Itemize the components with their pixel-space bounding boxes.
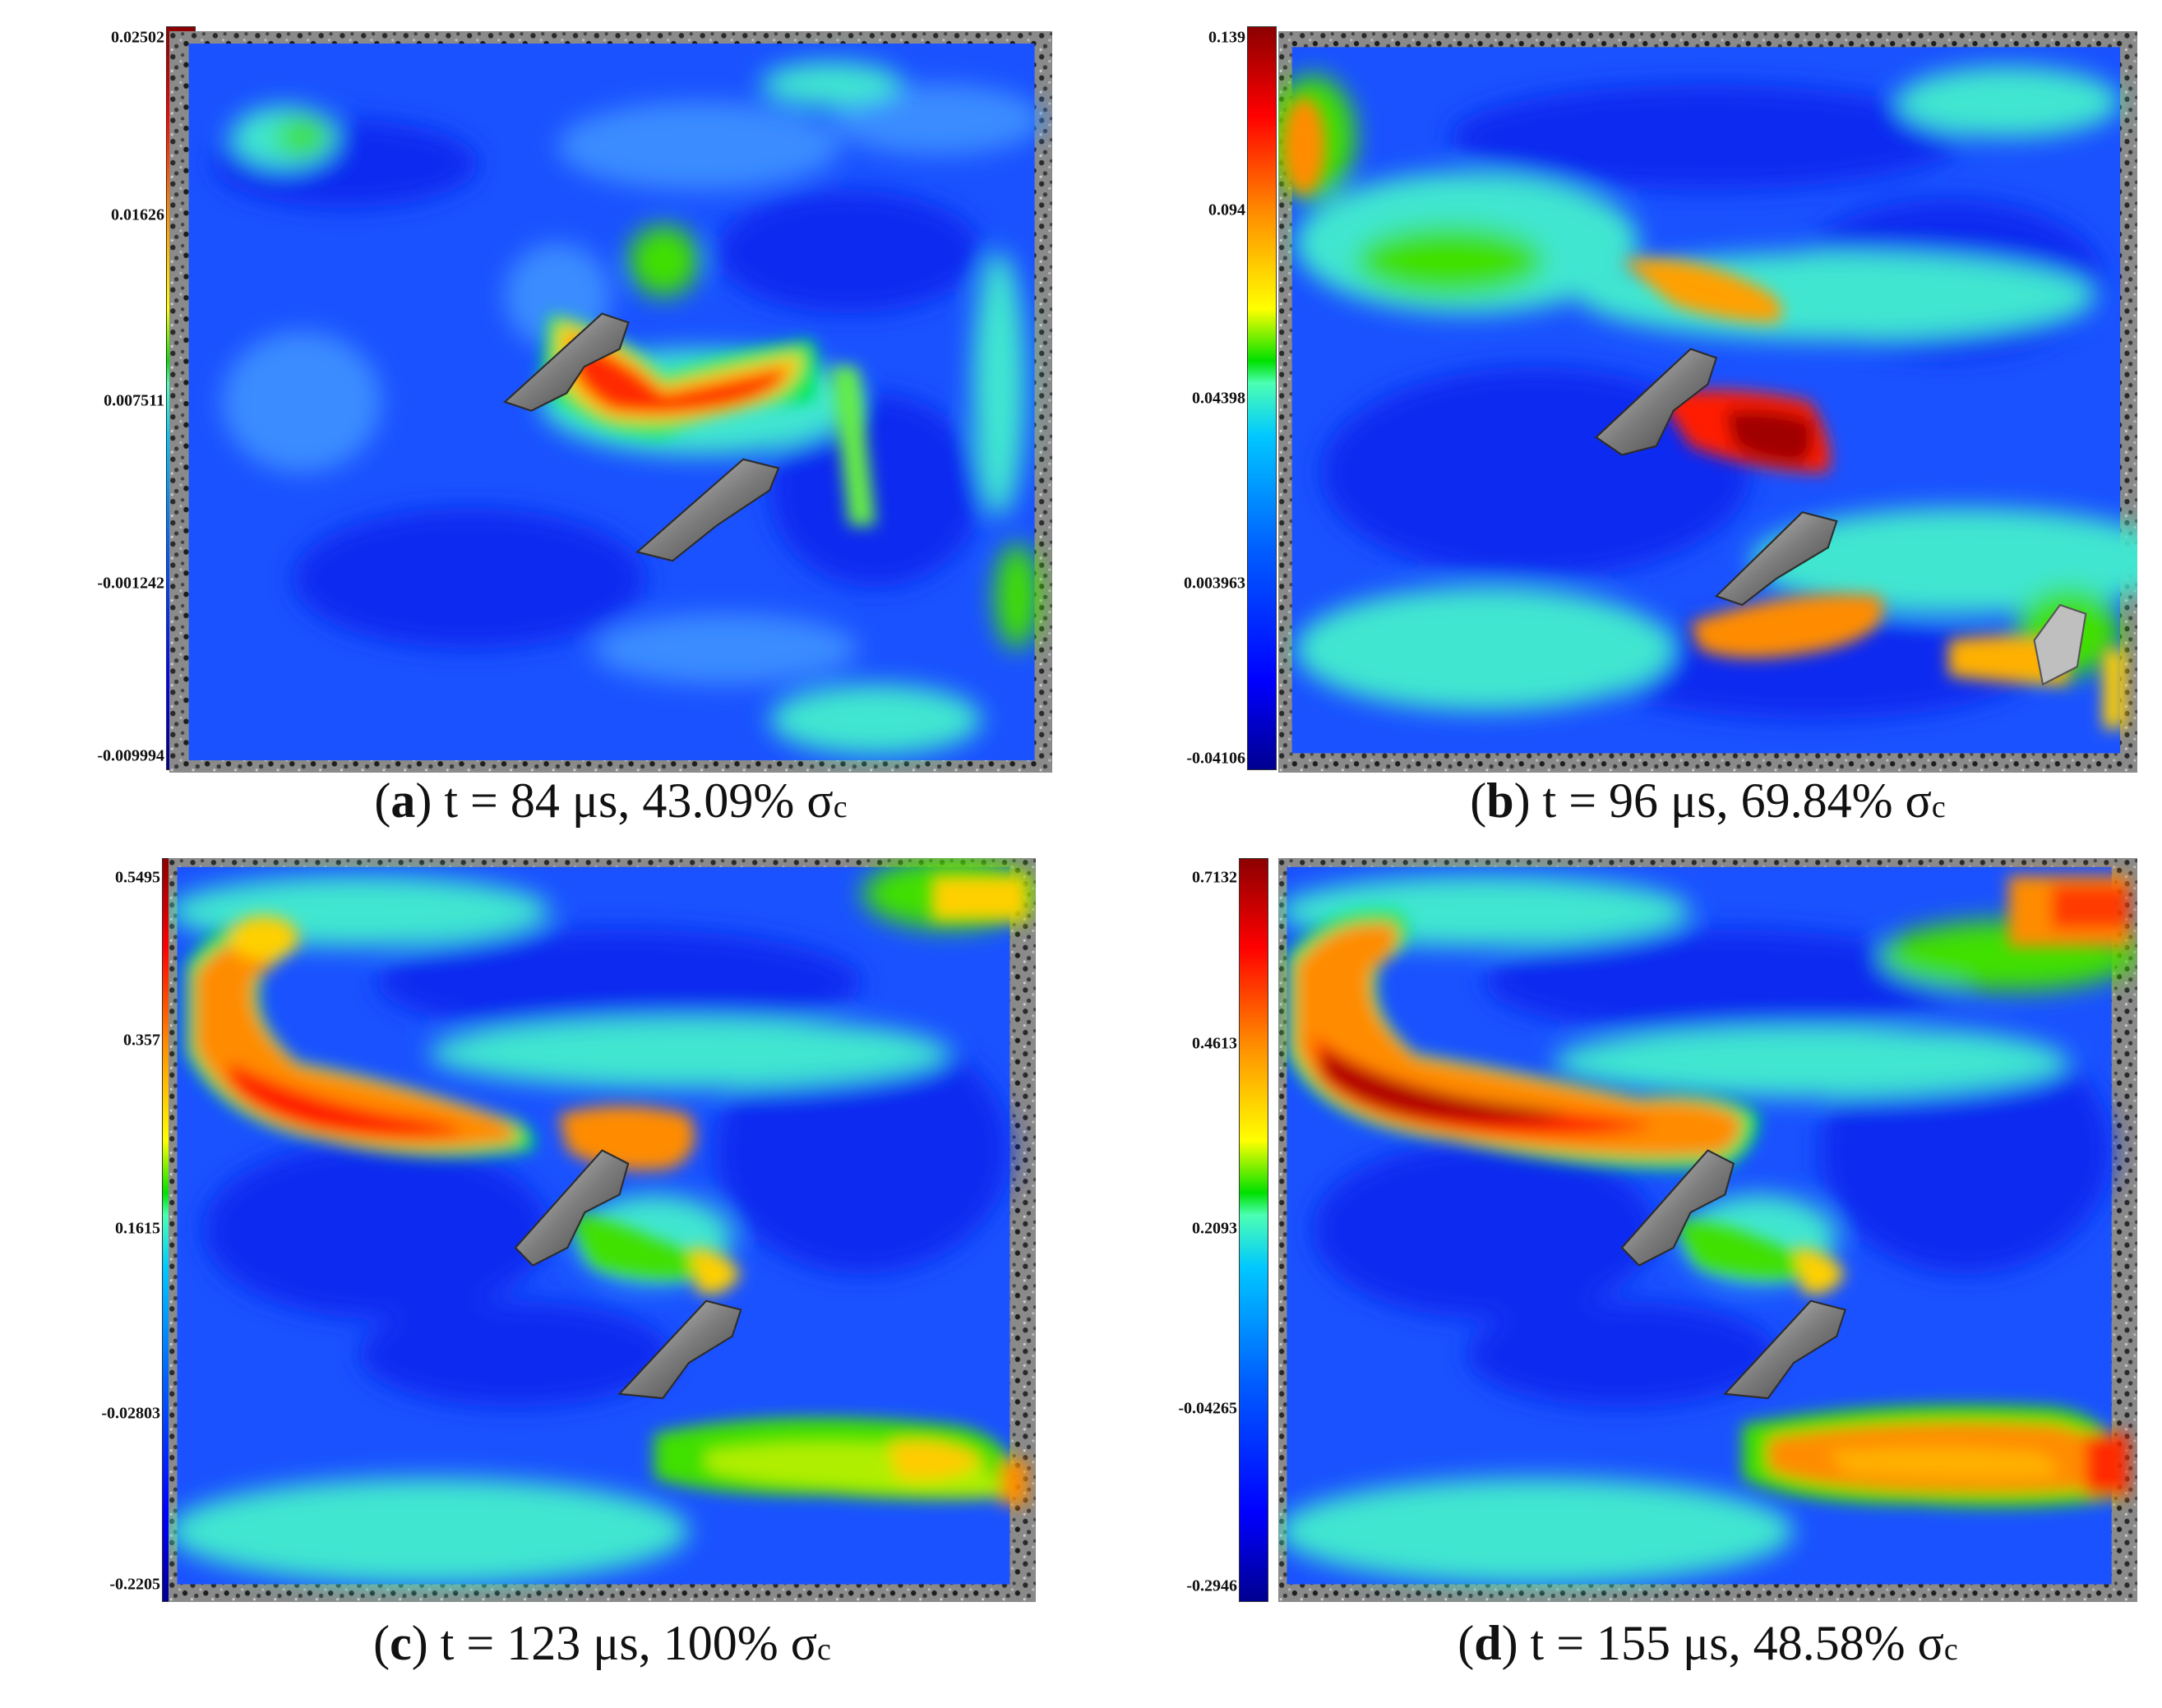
caption-letter: c [390, 1616, 412, 1670]
panel-c: 0.5495 0.357 0.1615 -0.02803 -0.2205 [21, 855, 1036, 1701]
caption-subscript: c [1943, 1632, 1958, 1667]
caption-subscript: c [817, 1632, 831, 1667]
tick-label: 0.357 [123, 1031, 160, 1050]
colorbar-ticks: 0.5495 0.357 0.1615 -0.02803 -0.2205 [21, 855, 160, 1595]
strain-field-image [169, 31, 1052, 773]
tick-label: 0.7132 [1192, 868, 1237, 887]
tick-label: -0.04106 [1186, 749, 1245, 768]
strain-field-image [1278, 31, 2137, 773]
tick-label: 0.02502 [111, 28, 164, 47]
panel-d: 0.7132 0.4613 0.2093 -0.04265 -0.2946 [1097, 855, 2137, 1701]
strain-field-image [169, 858, 1036, 1602]
tick-label: 0.4613 [1192, 1034, 1237, 1053]
tick-label: 0.04398 [1192, 389, 1245, 408]
tick-label: 0.1615 [115, 1219, 160, 1238]
caption-text: t = 84 μs, 43.09% σ [432, 773, 834, 828]
caption-text: t = 123 μs, 100% σ [427, 1616, 818, 1670]
tick-label: -0.001242 [97, 574, 164, 593]
tick-label: 0.5495 [115, 868, 160, 887]
caption-a: (a) t = 84 μs, 43.09% σc [374, 773, 848, 828]
caption-text: t = 155 μs, 48.58% σ [1518, 1616, 1944, 1670]
panel-a: 0.02502 0.01626 0.007511 -0.001242 -0.00… [25, 25, 1052, 828]
caption-text: t = 96 μs, 69.84% σ [1530, 773, 1932, 828]
colorbar [1247, 26, 1277, 770]
caption-b: (b) t = 96 μs, 69.84% σc [1470, 773, 1946, 828]
caption-subscript: c [833, 790, 848, 824]
tick-label: 0.003963 [1184, 574, 1245, 593]
strain-field-image [1278, 858, 2137, 1602]
tick-label: 0.2093 [1192, 1219, 1237, 1238]
colorbar-ticks: 0.7132 0.4613 0.2093 -0.04265 -0.2946 [1097, 855, 1237, 1595]
caption-subscript: c [1931, 790, 1946, 824]
panel-b: 0.139 0.094 0.04398 0.003963 -0.04106 [1106, 25, 2137, 828]
caption-letter: a [390, 773, 416, 828]
colorbar [1239, 858, 1268, 1602]
caption-d: (d) t = 155 μs, 48.58% σc [1458, 1616, 1958, 1670]
tick-label: 0.094 [1208, 201, 1245, 219]
caption-c: (c) t = 123 μs, 100% σc [373, 1616, 831, 1670]
tick-label: 0.007511 [104, 391, 164, 410]
caption-letter: b [1486, 773, 1514, 828]
caption-letter: d [1474, 1616, 1502, 1670]
colorbar-ticks: 0.139 0.094 0.04398 0.003963 -0.04106 [1106, 25, 1245, 768]
tick-label: -0.2946 [1186, 1576, 1237, 1595]
colorbar-ticks: 0.02502 0.01626 0.007511 -0.001242 -0.00… [25, 25, 164, 765]
tick-label: -0.009994 [97, 746, 164, 765]
tick-label: 0.139 [1208, 28, 1245, 47]
tick-label: -0.2205 [109, 1575, 160, 1594]
tick-label: -0.02803 [101, 1404, 160, 1423]
tick-label: -0.04265 [1178, 1399, 1237, 1418]
tick-label: 0.01626 [111, 205, 164, 224]
